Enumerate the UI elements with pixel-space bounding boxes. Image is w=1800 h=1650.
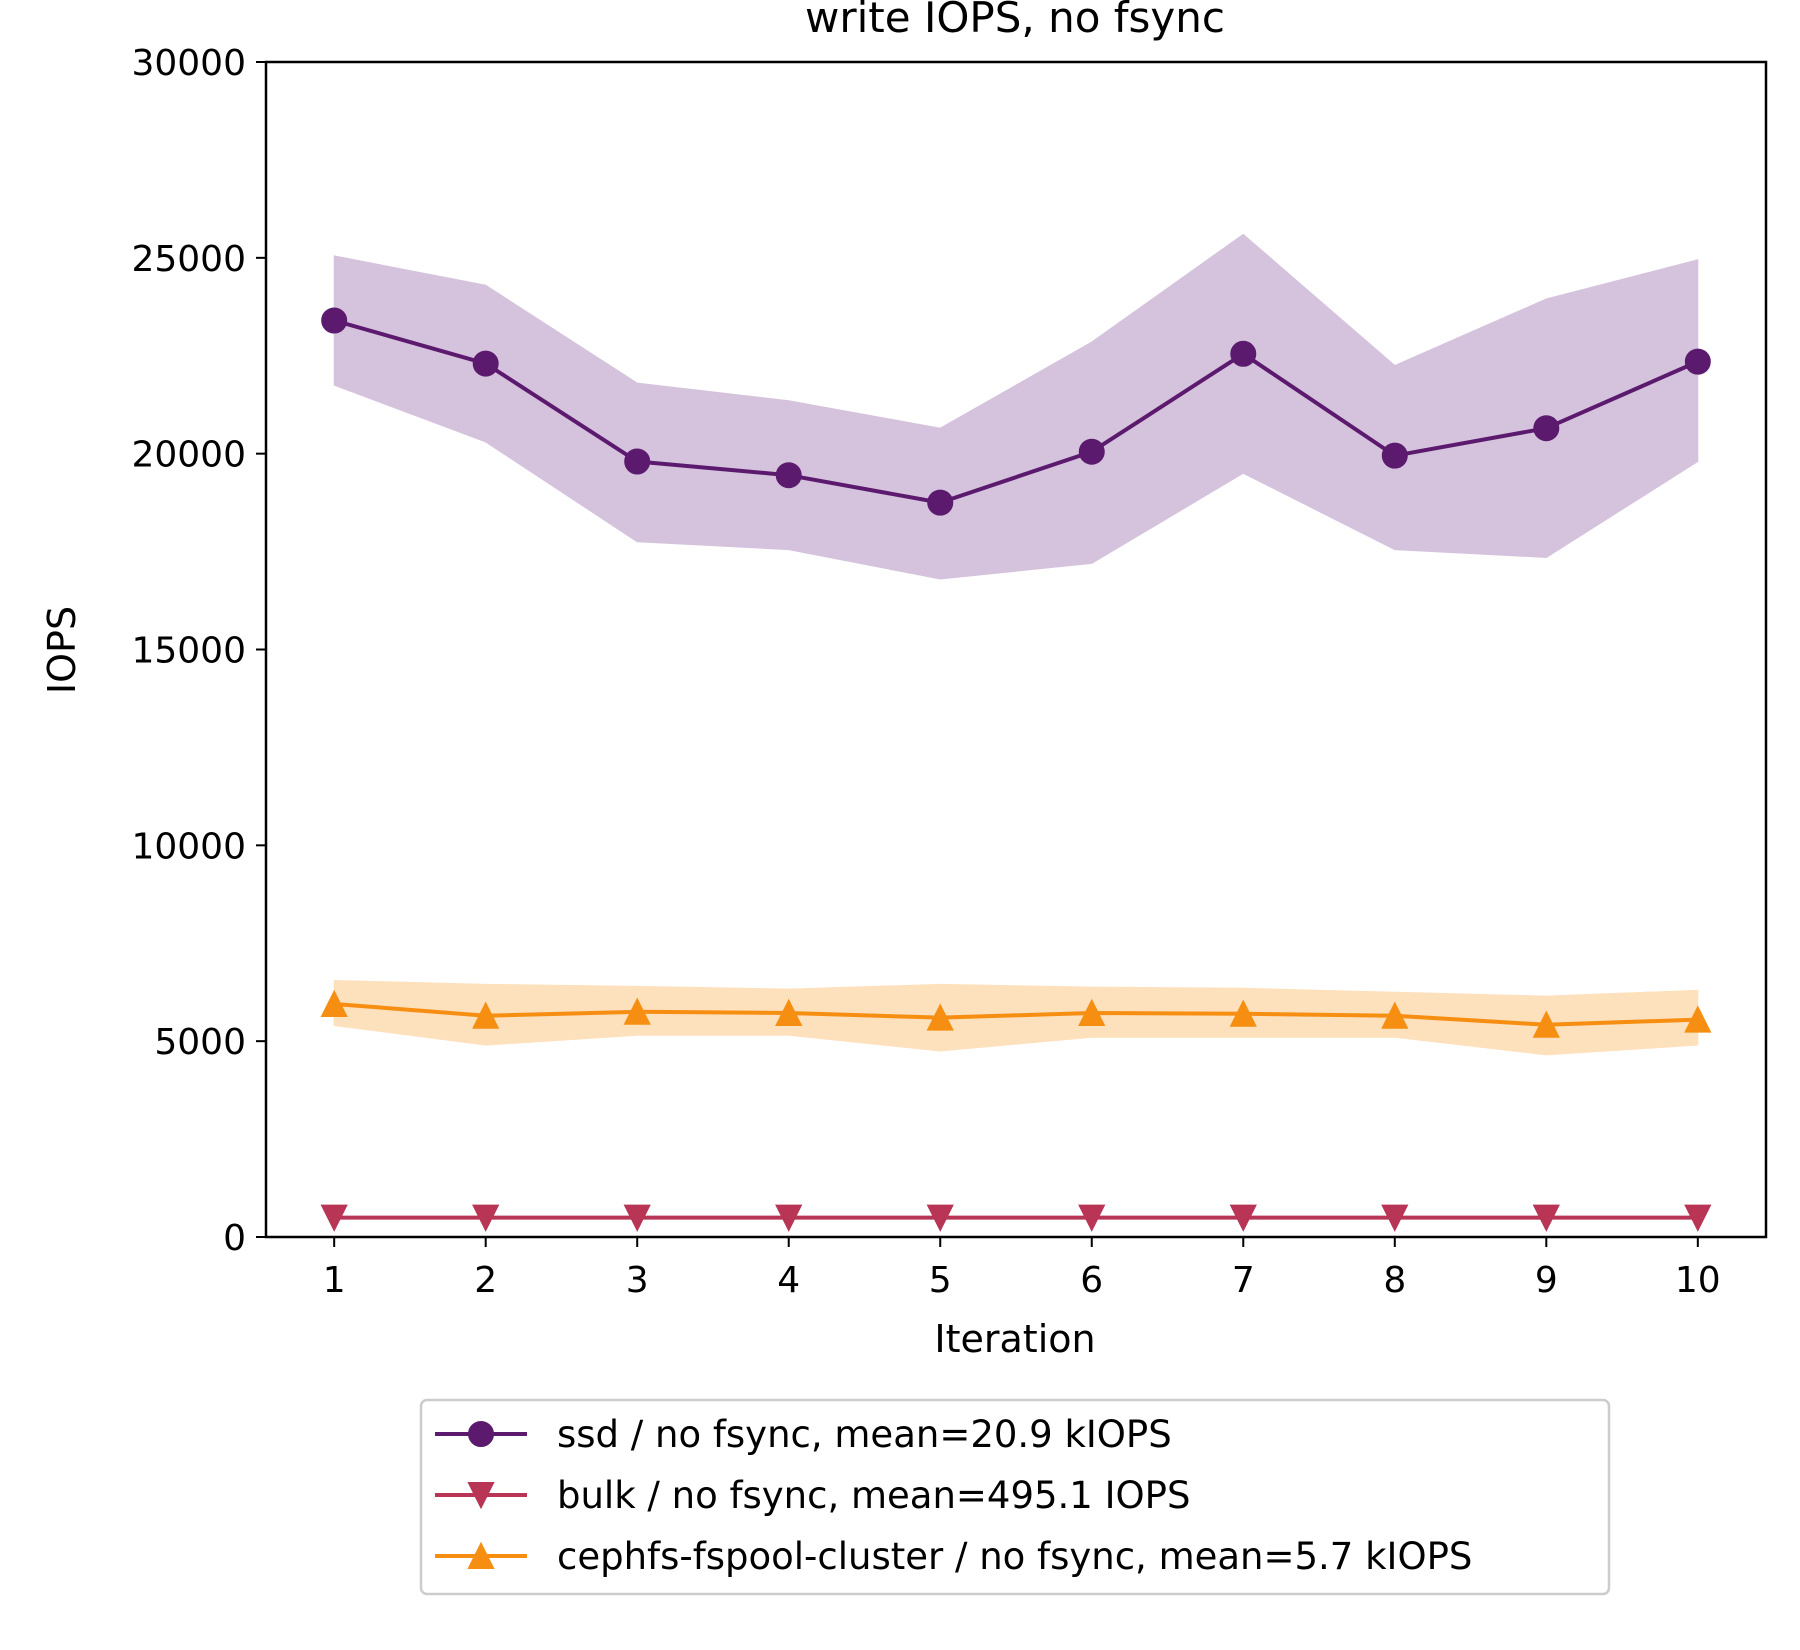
legend-marker-1 xyxy=(467,1482,495,1510)
series-0-band xyxy=(333,233,1699,580)
series-1-point xyxy=(1532,1204,1560,1232)
x-tick-label: 1 xyxy=(323,1260,346,1301)
y-tick-label: 30000 xyxy=(131,43,246,84)
series-1-point xyxy=(623,1204,651,1232)
series-1-point xyxy=(1229,1204,1257,1232)
series-1-point xyxy=(1078,1204,1106,1232)
y-tick-label: 25000 xyxy=(131,239,246,280)
x-tick-label: 6 xyxy=(1080,1260,1103,1301)
legend-marker-2 xyxy=(467,1541,495,1569)
series-0-point xyxy=(1381,442,1408,469)
series-0-point xyxy=(472,350,499,377)
legend: ssd / no fsync, mean=20.9 kIOPS bulk / no… xyxy=(419,1398,1611,1596)
legend-label-1: bulk / no fsync, mean=495.1 IOPS xyxy=(557,1474,1190,1517)
series-0-point xyxy=(1078,438,1105,465)
y-tick-label: 5000 xyxy=(154,1022,246,1063)
legend-label-2: cephfs-fspool-cluster / no fsync, mean=5… xyxy=(557,1535,1472,1578)
series-1-point xyxy=(926,1204,954,1232)
x-tick-label: 3 xyxy=(626,1260,649,1301)
series-0-line xyxy=(333,318,1699,505)
series-0-point xyxy=(321,307,348,334)
series-0-point xyxy=(927,489,954,516)
series-0-point xyxy=(1684,348,1711,375)
series-1-point xyxy=(320,1204,348,1232)
series-0-point xyxy=(624,448,651,475)
series-1-point xyxy=(472,1204,500,1232)
series-1-point xyxy=(1381,1204,1409,1232)
chart-title: write IOPS, no fsync xyxy=(805,0,1225,42)
y-tick-label: 10000 xyxy=(131,826,246,867)
series-2-point xyxy=(926,1003,954,1031)
x-tick-label: 2 xyxy=(474,1260,497,1301)
x-tick-label: 4 xyxy=(777,1260,800,1301)
series-2-point xyxy=(320,989,348,1017)
series-1-point xyxy=(775,1204,803,1232)
series-2-line xyxy=(334,1001,1698,1027)
series-0-point xyxy=(775,462,802,489)
series-2-point xyxy=(775,998,803,1026)
legend-marker-0 xyxy=(468,1421,494,1447)
series-0-point xyxy=(1533,415,1560,442)
series-markers xyxy=(320,307,1712,1232)
series-2-point xyxy=(623,997,651,1025)
series-2-band xyxy=(333,979,1699,1056)
series-2-point xyxy=(1684,1005,1712,1033)
y-tick-label: 15000 xyxy=(131,631,246,672)
confidence-bands xyxy=(333,233,1699,1220)
series-2-point xyxy=(1381,1001,1409,1029)
x-tick-label: 9 xyxy=(1535,1260,1558,1301)
x-tick-label: 8 xyxy=(1383,1260,1406,1301)
legend-label-0: ssd / no fsync, mean=20.9 kIOPS xyxy=(557,1413,1172,1456)
x-tick-label: 7 xyxy=(1232,1260,1255,1301)
x-axis-label: Iteration xyxy=(934,1317,1095,1361)
series-0-point xyxy=(1230,340,1257,367)
x-tick-label: 10 xyxy=(1675,1260,1721,1301)
series-2-point xyxy=(472,1001,500,1029)
series-lines xyxy=(333,318,1699,1220)
series-1-point xyxy=(1684,1204,1712,1232)
series-2-point xyxy=(1532,1010,1560,1038)
plot-frame xyxy=(264,60,1768,1239)
y-axis: 0 5000 10000 15000 20000 25000 30000 xyxy=(131,43,266,1259)
y-tick-label: 0 xyxy=(223,1218,246,1259)
y-tick-label: 20000 xyxy=(131,435,246,476)
x-axis: 1 2 3 4 5 6 7 8 9 10 xyxy=(323,1237,1721,1301)
x-tick-label: 5 xyxy=(929,1260,952,1301)
legend-box xyxy=(419,1398,1611,1596)
series-2-point xyxy=(1078,998,1106,1026)
y-axis-label: IOPS xyxy=(40,606,84,694)
series-2-point xyxy=(1229,999,1257,1027)
